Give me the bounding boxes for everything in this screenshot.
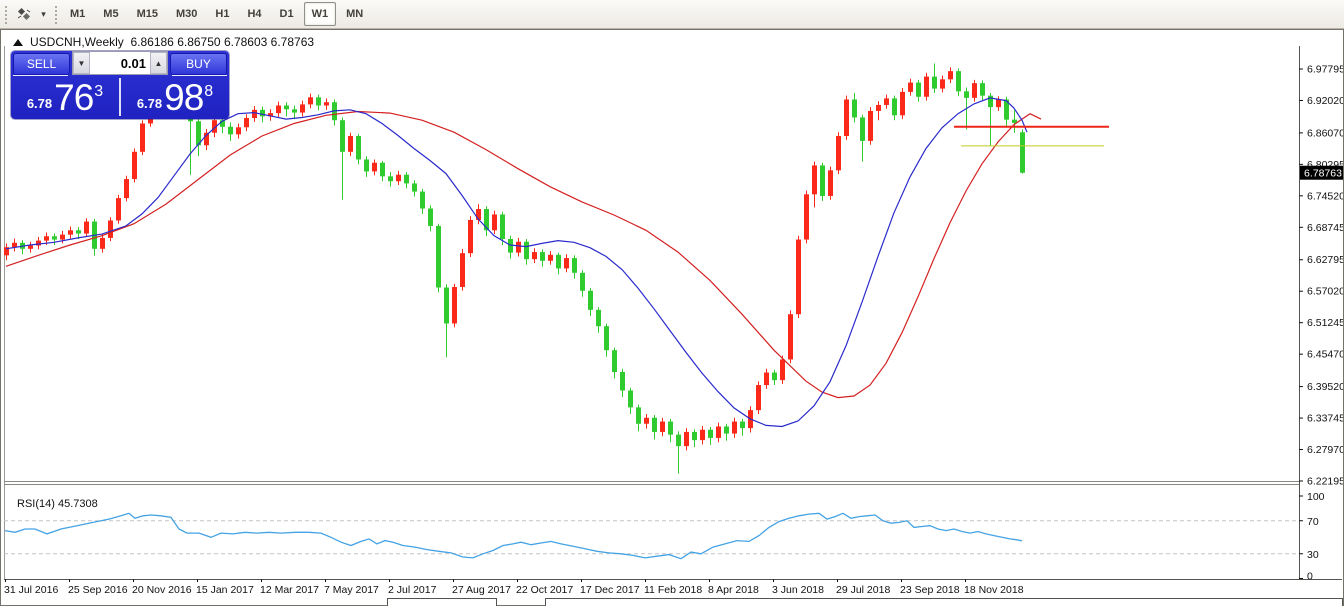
chart-title: USDCNH,Weekly 6.86186 6.86750 6.78603 6.… <box>13 35 314 49</box>
svg-text:30: 30 <box>1307 549 1319 561</box>
svg-text:22 Oct 2017: 22 Oct 2017 <box>516 584 573 596</box>
volume-stepper: ▼ 0.01 ▲ <box>72 51 168 75</box>
sell-price[interactable]: 6.78 76 3 <box>11 76 119 118</box>
bottom-strip-box-1 <box>387 598 497 606</box>
rsi-line <box>4 512 1023 560</box>
svg-text:3 Jun 2018: 3 Jun 2018 <box>772 584 824 596</box>
sell-button[interactable]: SELL <box>13 53 70 75</box>
volume-decrease-button[interactable]: ▼ <box>73 52 90 74</box>
timeframe-button-M1[interactable]: M1 <box>70 8 86 20</box>
timeframe-toolbar: ▾ M1 M5 M15 M30 H1 H4 D1 W1 MN <box>0 0 1344 29</box>
svg-text:23 Sep 2018: 23 Sep 2018 <box>900 584 960 596</box>
rsi-axis[interactable]: 100 70 30 0 <box>1299 491 1325 583</box>
svg-text:25 Sep 2016: 25 Sep 2016 <box>68 584 128 596</box>
current-price-tag: 6.78763 <box>1300 165 1343 180</box>
buy-price-small: 6.78 <box>136 96 163 111</box>
buy-price[interactable]: 6.78 98 8 <box>121 76 229 118</box>
svg-text:6.57020: 6.57020 <box>1307 286 1343 298</box>
sell-underline <box>13 75 68 76</box>
svg-text:11 Feb 2018: 11 Feb 2018 <box>644 584 702 596</box>
chart-plot-area[interactable]: 6.977956.920206.860706.802956.745206.687… <box>1 30 1343 605</box>
svg-text:6.33745: 6.33745 <box>1307 413 1343 425</box>
ma-slow-line <box>5 110 1042 399</box>
svg-text:100: 100 <box>1307 491 1325 503</box>
price-axis[interactable]: 6.977956.920206.860706.802956.745206.687… <box>1299 64 1343 488</box>
svg-text:6.68745: 6.68745 <box>1307 222 1343 234</box>
sell-price-small: 6.78 <box>26 96 53 111</box>
svg-text:6.78763: 6.78763 <box>1304 168 1342 180</box>
svg-text:70: 70 <box>1307 516 1319 528</box>
rsi-indicator-label: RSI(14) 45.7308 <box>17 498 98 510</box>
panel-resize-divider[interactable] <box>4 480 1299 486</box>
svg-text:12 Mar 2017: 12 Mar 2017 <box>260 584 319 596</box>
ohlc-open: 6.86186 <box>130 35 174 49</box>
svg-text:0: 0 <box>1307 571 1313 583</box>
ohlc-high: 6.86750 <box>177 35 221 49</box>
chevron-down-icon[interactable]: ▾ <box>41 8 46 19</box>
buy-underline <box>172 75 227 76</box>
time-axis[interactable]: 31 Jul 2016 25 Sep 2016 20 Nov 2016 15 Jan … <box>4 579 1024 596</box>
sell-price-sup: 3 <box>94 83 104 100</box>
buy-price-big: 98 <box>164 77 204 118</box>
svg-text:27 Aug 2017: 27 Aug 2017 <box>452 584 511 596</box>
plot-borders <box>4 46 1342 580</box>
timeframe-button-H4[interactable]: H4 <box>247 8 262 20</box>
buy-price-sup: 8 <box>204 83 214 100</box>
svg-text:31 Jul 2016: 31 Jul 2016 <box>4 584 58 596</box>
symbol-name: USDCNH,Weekly <box>30 35 124 49</box>
ohlc-close: 6.78763 <box>270 35 315 49</box>
svg-text:6.27970: 6.27970 <box>1307 444 1343 456</box>
svg-text:6.51245: 6.51245 <box>1307 317 1343 329</box>
one-click-trading-panel: SELL ▼ 0.01 ▲ BUY 6.78 76 3 6.78 98 8 <box>11 51 229 119</box>
svg-text:20 Nov 2016: 20 Nov 2016 <box>132 584 192 596</box>
panel-divider <box>119 78 121 116</box>
ma-fast-line <box>5 97 1028 428</box>
timeframe-button-W1[interactable]: W1 <box>303 2 337 26</box>
svg-text:15 Jan 2017: 15 Jan 2017 <box>196 584 254 596</box>
timeframe-button-H1[interactable]: H1 <box>215 8 230 20</box>
candles <box>4 63 1025 474</box>
svg-text:29 Jul 2018: 29 Jul 2018 <box>836 584 890 596</box>
volume-value[interactable]: 0.01 <box>120 55 146 71</box>
timeframe-button-D1[interactable]: D1 <box>279 8 294 20</box>
svg-text:2 Jul 2017: 2 Jul 2017 <box>388 584 437 596</box>
svg-text:6.92020: 6.92020 <box>1307 95 1343 107</box>
svg-text:6.39520: 6.39520 <box>1307 381 1343 393</box>
volume-increase-button[interactable]: ▲ <box>150 52 167 74</box>
timeframe-button-M15[interactable]: M15 <box>136 8 158 20</box>
svg-text:18 Nov 2018: 18 Nov 2018 <box>964 584 1024 596</box>
sell-price-big: 76 <box>54 77 94 118</box>
symbol-triangle-icon <box>13 38 23 46</box>
svg-text:6.62795: 6.62795 <box>1307 254 1343 266</box>
arrange-symbols-icon[interactable] <box>11 2 37 26</box>
svg-text:6.97795: 6.97795 <box>1307 64 1343 76</box>
rsi-pane[interactable] <box>4 512 1299 560</box>
buy-button[interactable]: BUY <box>170 53 227 75</box>
svg-text:6.74520: 6.74520 <box>1307 190 1343 202</box>
svg-text:6.86070: 6.86070 <box>1307 127 1343 139</box>
chart-window: 6.97795 6.92020 6.86070 6.80295 6.74520 6.687… <box>0 29 1344 606</box>
ohlc-low: 6.78603 <box>223 35 268 49</box>
toolbar-gripper[interactable] <box>3 4 8 24</box>
svg-text:8 Apr 2018: 8 Apr 2018 <box>708 584 759 596</box>
svg-text:17 Dec 2017: 17 Dec 2017 <box>580 584 640 596</box>
timeframe-button-M5[interactable]: M5 <box>103 8 119 20</box>
svg-text:7 May 2017: 7 May 2017 <box>324 584 379 596</box>
bottom-strip-box-2 <box>545 598 1343 606</box>
timeframe-button-MN[interactable]: MN <box>346 8 364 20</box>
svg-text:6.22195: 6.22195 <box>1307 476 1343 488</box>
timeframe-button-M30[interactable]: M30 <box>175 8 198 20</box>
svg-text:6.45470: 6.45470 <box>1307 349 1343 361</box>
toolbar-gripper-2[interactable] <box>53 4 58 24</box>
